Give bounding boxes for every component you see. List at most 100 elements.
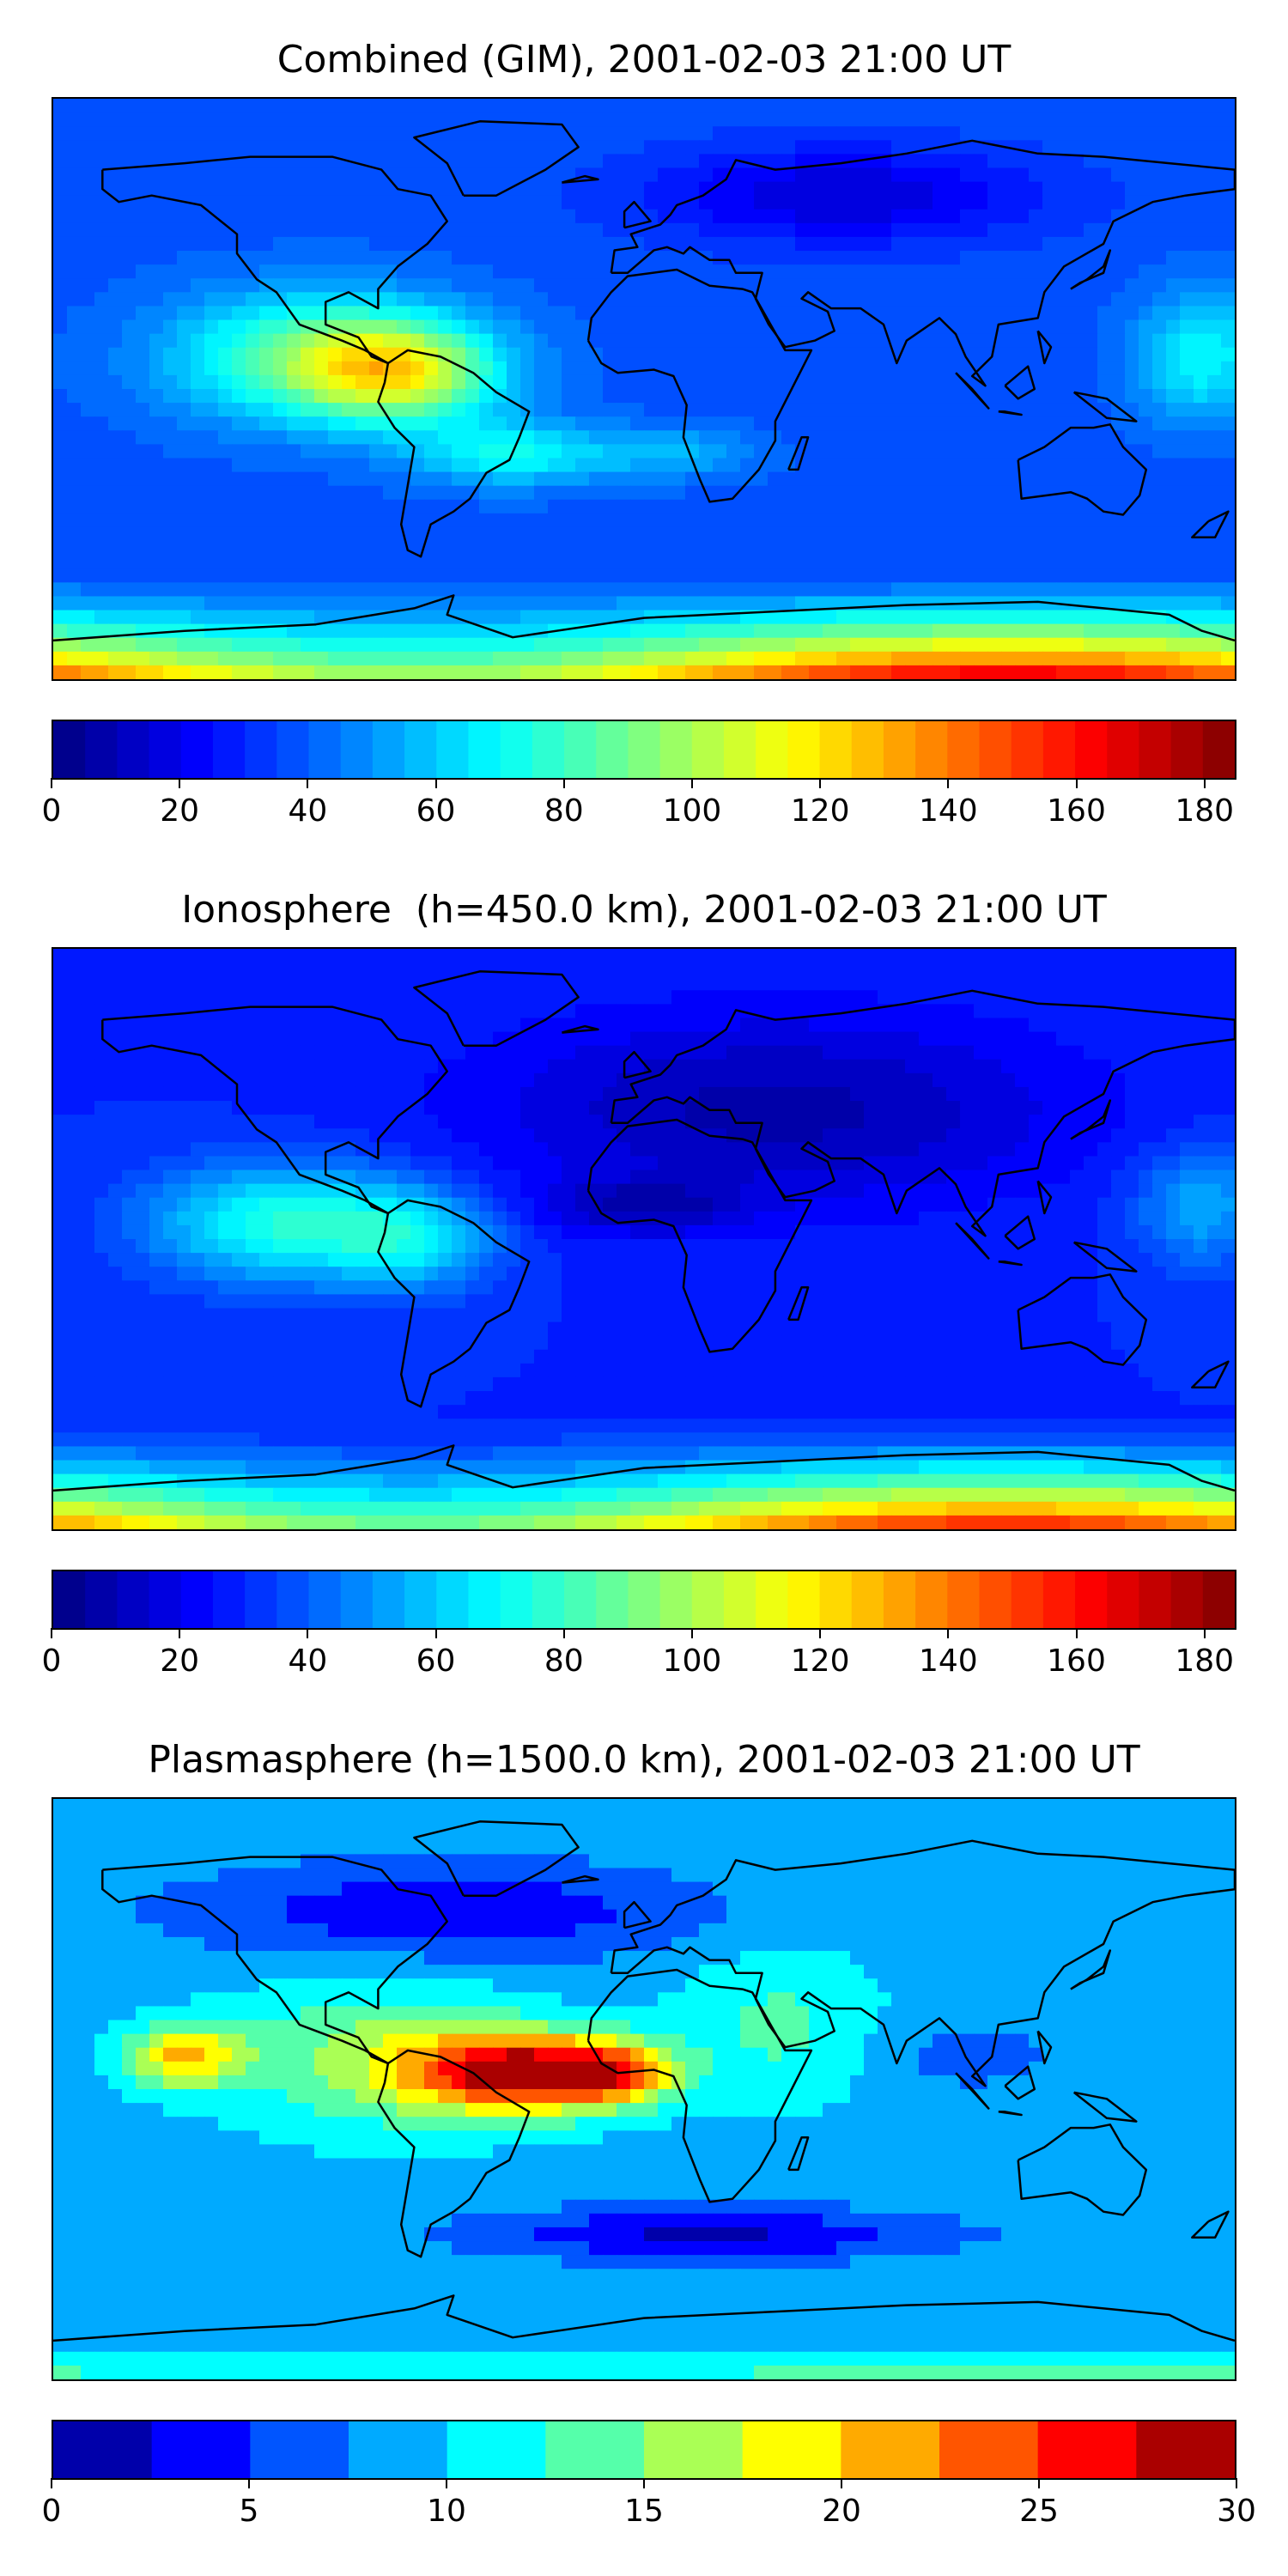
heat-cell bbox=[1056, 526, 1071, 542]
heat-cell bbox=[383, 278, 398, 293]
heat-cell bbox=[1056, 444, 1071, 459]
heat-cell bbox=[1042, 1115, 1057, 1129]
heat-cell bbox=[548, 1101, 562, 1115]
heat-cell bbox=[424, 458, 439, 473]
heat-cell bbox=[1084, 278, 1098, 293]
heat-cell bbox=[960, 195, 975, 210]
heat-cell bbox=[383, 1128, 398, 1143]
heat-cell bbox=[960, 555, 975, 569]
heat-cell bbox=[726, 361, 741, 376]
heat-cell bbox=[671, 1101, 686, 1115]
heat-cell bbox=[520, 236, 535, 252]
heat-cell bbox=[1056, 319, 1071, 335]
heat-cell bbox=[1029, 555, 1043, 569]
heat-cell bbox=[342, 1031, 356, 1047]
heat-cell bbox=[603, 306, 617, 321]
heat-cell bbox=[699, 292, 714, 307]
heat-cell bbox=[383, 1086, 398, 1102]
heat-cell bbox=[644, 1086, 659, 1102]
heat-cell bbox=[397, 1018, 411, 1033]
heat-cell bbox=[575, 526, 590, 542]
heat-cell bbox=[108, 596, 123, 611]
heat-cell bbox=[191, 209, 205, 224]
heat-cell bbox=[850, 1031, 865, 1047]
heat-cell bbox=[1125, 236, 1139, 252]
heat-cell bbox=[81, 389, 95, 404]
heat-cell bbox=[878, 181, 892, 197]
heat-cell bbox=[603, 140, 617, 155]
heat-cell bbox=[960, 949, 975, 963]
heat-cell bbox=[713, 361, 727, 376]
heat-cell bbox=[946, 264, 961, 279]
heat-cell bbox=[301, 112, 315, 127]
heat-cell bbox=[465, 526, 480, 542]
heat-cell bbox=[974, 389, 988, 404]
heat-cell bbox=[603, 416, 617, 431]
heat-cell bbox=[933, 1115, 947, 1129]
heat-cell bbox=[1221, 374, 1235, 390]
heat-cell bbox=[823, 541, 837, 556]
heat-cell bbox=[81, 251, 95, 265]
heat-cell bbox=[809, 499, 823, 514]
heat-cell bbox=[520, 1031, 535, 1047]
heat-cell bbox=[273, 1018, 288, 1033]
heat-cell bbox=[53, 306, 68, 321]
heat-cell bbox=[919, 513, 933, 528]
heat-cell bbox=[905, 963, 920, 977]
heat-cell bbox=[658, 319, 672, 335]
heat-cell bbox=[355, 1018, 370, 1033]
heat-cell bbox=[81, 374, 95, 390]
heat-cell bbox=[1194, 990, 1208, 1005]
heat-cell bbox=[369, 444, 384, 459]
heat-cell bbox=[644, 1059, 659, 1074]
heat-cell bbox=[1111, 347, 1126, 362]
heat-cell bbox=[1194, 1142, 1208, 1157]
heat-cell bbox=[713, 416, 727, 431]
heat-cell bbox=[81, 596, 95, 611]
heat-cell bbox=[685, 623, 700, 639]
heat-cell bbox=[1070, 416, 1084, 431]
map-combined bbox=[52, 97, 1236, 681]
heat-cell bbox=[726, 389, 741, 404]
heat-cell bbox=[177, 112, 191, 127]
heat-cell bbox=[520, 251, 535, 265]
heat-cell bbox=[424, 651, 439, 666]
heat-cell bbox=[1221, 963, 1235, 977]
heat-cell bbox=[1084, 1072, 1098, 1088]
heat-cell bbox=[878, 1142, 892, 1157]
heat-cell bbox=[630, 623, 645, 639]
heat-cell bbox=[768, 306, 782, 321]
heat-cell bbox=[1070, 541, 1084, 556]
heat-cell bbox=[1139, 1142, 1153, 1157]
heat-cell bbox=[575, 195, 590, 210]
heat-cell bbox=[452, 623, 466, 639]
heat-cell bbox=[575, 430, 590, 445]
heat-cell bbox=[671, 1018, 686, 1033]
heat-cell bbox=[1125, 637, 1139, 653]
heat-cell bbox=[658, 949, 672, 963]
heat-cell bbox=[81, 347, 95, 362]
heat-cell bbox=[67, 444, 82, 459]
heat-cell bbox=[891, 264, 906, 279]
heat-cell bbox=[1084, 582, 1098, 598]
heat-cell bbox=[342, 389, 356, 404]
heat-cell bbox=[355, 623, 370, 639]
heat-cell bbox=[617, 251, 631, 265]
heat-cell bbox=[259, 582, 274, 598]
heat-cell bbox=[1070, 264, 1084, 279]
heat-cell bbox=[452, 526, 466, 542]
heat-cell bbox=[987, 990, 1002, 1005]
heat-cell bbox=[1001, 458, 1016, 473]
heat-cell bbox=[424, 99, 439, 113]
heat-cell bbox=[273, 485, 288, 501]
heat-cell bbox=[218, 112, 233, 127]
heat-cell bbox=[850, 471, 865, 487]
heat-cell bbox=[149, 1156, 164, 1171]
heat-cell bbox=[1125, 1018, 1139, 1033]
heat-cell bbox=[246, 976, 260, 991]
heat-cell bbox=[149, 963, 164, 977]
heat-cell bbox=[1111, 1142, 1126, 1157]
heat-cell bbox=[987, 222, 1002, 238]
heat-cell bbox=[1029, 292, 1043, 307]
heat-cell bbox=[191, 181, 205, 197]
